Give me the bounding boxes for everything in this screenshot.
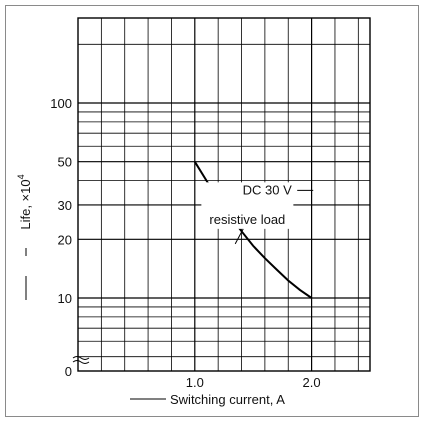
y-tick-label: 0 [65,364,72,379]
minor-grid [78,18,370,371]
chart-frame [5,5,419,417]
annotation-dc-30v: DC 30 V [243,182,292,197]
x-tick-labels: 1.0 2.0 [186,375,321,390]
axis-break-mark [72,356,90,364]
y-tick-label: 20 [58,232,72,247]
break-mark-bottom [72,360,90,364]
y-tick-label: 50 [58,155,72,170]
x-tick-label: 2.0 [303,375,321,390]
y-axis-exponent: 4 [16,174,26,179]
x-axis-label: Switching current, A [170,392,285,407]
y-axis-title-text: Life, ×104 [16,174,33,229]
annotation-resistive-load: resistive load [209,212,285,227]
y-axis-label: Life, ×10 [18,179,33,229]
y-axis-title: Life, ×104 [16,174,33,300]
x-axis-title: Switching current, A [130,392,285,407]
plot-area-border [77,17,371,372]
annotation-background [201,182,294,229]
y-tick-label: 100 [50,96,72,111]
y-tick-label: 10 [58,291,72,306]
x-tick-label: 1.0 [186,375,204,390]
annotation-leader-line [234,228,244,245]
y-tick-label: 30 [58,198,72,213]
break-mark-top [72,356,90,360]
